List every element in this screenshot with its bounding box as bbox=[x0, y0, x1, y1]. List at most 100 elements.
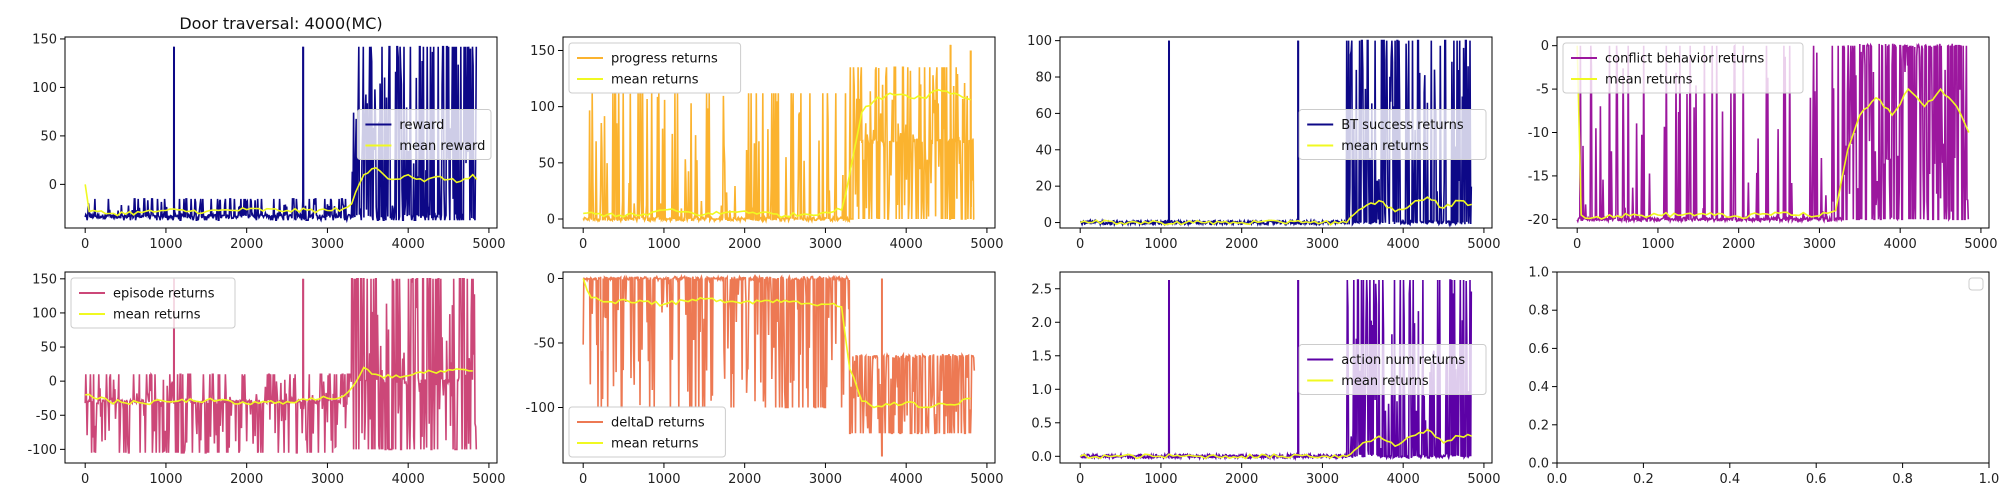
y-tick-label: 0.0 bbox=[1031, 450, 1052, 465]
y-tick-label: 0.8 bbox=[1528, 304, 1549, 319]
axes-frame bbox=[64, 36, 498, 229]
series-bt-success-returns bbox=[1080, 39, 1473, 228]
legend-label: mean returns bbox=[1341, 374, 1429, 389]
x-tick-label: 3000 bbox=[1306, 472, 1339, 487]
x-tick-label: 4000 bbox=[1387, 472, 1420, 487]
x-tick-label: 1000 bbox=[647, 237, 680, 252]
legend-label: mean returns bbox=[1605, 73, 1693, 88]
y-tick-label: 0.5 bbox=[1031, 416, 1052, 431]
x-tick-label: 5000 bbox=[1964, 237, 1997, 252]
legend: reward mean reward bbox=[356, 109, 492, 160]
legend-label: action num returns bbox=[1341, 353, 1465, 368]
axes-frame bbox=[1059, 36, 1493, 229]
y-tick-label: 150 bbox=[32, 272, 57, 287]
plot-area bbox=[1079, 39, 1473, 228]
legend: conflict behavior returns mean returns bbox=[1562, 42, 1804, 94]
x-tick-label: 0.0 bbox=[1547, 472, 1568, 487]
legend-label: mean reward bbox=[399, 139, 485, 154]
panel-g: 0 1000 2000 3000 4000 5000 0.0 0.5 1.0 1.5 2.0 2.5 a… bbox=[1031, 271, 1500, 487]
y-tick-label: 0 bbox=[547, 213, 555, 228]
x-tick-label: 0 bbox=[1573, 237, 1581, 252]
legend-label: mean returns bbox=[611, 73, 699, 88]
y-tick-label: 1.5 bbox=[1031, 349, 1052, 364]
legend: episode returns mean returns bbox=[70, 277, 236, 329]
x-tick-label: 1000 bbox=[149, 237, 182, 252]
legend-box bbox=[1562, 42, 1804, 94]
legend-label: episode returns bbox=[113, 287, 215, 302]
x-tick-label: 0.8 bbox=[1892, 472, 1913, 487]
x-tick-label: 2000 bbox=[1225, 237, 1258, 252]
axes-frame bbox=[562, 271, 996, 464]
y-tick-label: 2.0 bbox=[1031, 316, 1052, 331]
x-tick-label: 3000 bbox=[809, 472, 842, 487]
y-tick-label: 150 bbox=[32, 32, 57, 47]
legend: progress returns mean returns bbox=[568, 42, 742, 94]
x-tick-label: 3000 bbox=[311, 472, 344, 487]
y-tick-label: -100 bbox=[525, 401, 555, 416]
x-tick-label: 4000 bbox=[392, 237, 425, 252]
x-tick-label: 0.4 bbox=[1719, 472, 1740, 487]
x-tick-label: 1000 bbox=[1144, 472, 1177, 487]
x-tick-label: 3000 bbox=[1306, 237, 1339, 252]
panel-d: 0 1000 2000 3000 4000 5000 -20 -15 -10 -5 0 conflic… bbox=[1528, 36, 1997, 252]
series-mean-returns bbox=[583, 88, 972, 219]
y-tick-label: 0 bbox=[49, 178, 57, 193]
axes-frame bbox=[562, 36, 996, 229]
legend bbox=[1968, 277, 1984, 291]
x-tick-label: 5000 bbox=[1467, 472, 1500, 487]
legend-label: mean returns bbox=[113, 308, 201, 323]
y-tick-label: 100 bbox=[530, 100, 555, 115]
y-tick-label: 1.0 bbox=[1528, 266, 1549, 281]
y-tick-label: 150 bbox=[530, 44, 555, 59]
x-tick-label: 0.6 bbox=[1806, 472, 1827, 487]
panel-h: 0.0 0.2 0.4 0.6 0.8 1.0 0.0 0.2 0.4 0.6 0.8 1.0 bbox=[1528, 266, 1999, 488]
series-line bbox=[582, 44, 975, 224]
series-mean-returns bbox=[1079, 428, 1473, 460]
x-tick-label: 4000 bbox=[890, 472, 923, 487]
x-tick-label: 2000 bbox=[230, 237, 263, 252]
x-tick-label: 4000 bbox=[1884, 237, 1917, 252]
x-tick-label: 3000 bbox=[809, 237, 842, 252]
series-mean-returns bbox=[1576, 45, 1970, 220]
series-line bbox=[1576, 42, 1970, 225]
x-tick-label: 2000 bbox=[728, 472, 761, 487]
axes-frame bbox=[1556, 271, 1990, 464]
legend-box bbox=[70, 277, 236, 329]
legend: BT success returns mean returns bbox=[1298, 109, 1487, 160]
x-tick-label: 0 bbox=[1076, 472, 1084, 487]
x-tick-label: 2000 bbox=[728, 237, 761, 252]
y-tick-label: 0 bbox=[49, 375, 57, 390]
legend-label: BT success returns bbox=[1341, 118, 1464, 133]
legend-box bbox=[356, 109, 492, 160]
legend: deltaD returns mean returns bbox=[568, 406, 726, 458]
y-tick-label: 0.2 bbox=[1528, 418, 1549, 433]
x-tick-label: 4000 bbox=[890, 237, 923, 252]
y-tick-label: 0 bbox=[547, 272, 555, 287]
y-tick-label: -5 bbox=[1536, 83, 1549, 98]
x-tick-label: 1.0 bbox=[1979, 472, 2000, 487]
legend-label: reward bbox=[399, 118, 444, 133]
x-tick-label: 0 bbox=[579, 237, 587, 252]
x-tick-label: 5000 bbox=[970, 472, 1003, 487]
panel-c: 0 1000 2000 3000 4000 5000 0 20 40 60 80 100 BT succ… bbox=[1027, 34, 1500, 252]
panel-b: 0 1000 2000 3000 4000 5000 0 50 100 150 progress r… bbox=[530, 36, 1003, 252]
x-tick-label: 2000 bbox=[1225, 472, 1258, 487]
panel-f: 0 1000 2000 3000 4000 5000 -100 -50 0 deltaD retu… bbox=[525, 271, 1003, 487]
y-tick-label: 20 bbox=[1035, 180, 1052, 195]
plot-area bbox=[1576, 42, 1970, 225]
plot-area bbox=[582, 44, 975, 224]
series-mean-reward bbox=[84, 167, 478, 217]
axes-frame bbox=[64, 271, 498, 464]
y-tick-label: 50 bbox=[538, 156, 555, 171]
y-tick-label: 0.0 bbox=[1528, 457, 1549, 472]
y-tick-label: 100 bbox=[1027, 34, 1052, 49]
series-conflict-behavior-returns bbox=[1576, 42, 1970, 225]
x-tick-label: 0 bbox=[81, 472, 89, 487]
series-deltad-returns bbox=[582, 273, 976, 457]
series-progress-returns bbox=[582, 44, 975, 224]
plot-area bbox=[1079, 279, 1473, 462]
x-tick-label: 3000 bbox=[1803, 237, 1836, 252]
series-mean-returns bbox=[1079, 196, 1472, 226]
y-tick-label: 50 bbox=[40, 129, 57, 144]
x-tick-label: 5000 bbox=[472, 237, 505, 252]
